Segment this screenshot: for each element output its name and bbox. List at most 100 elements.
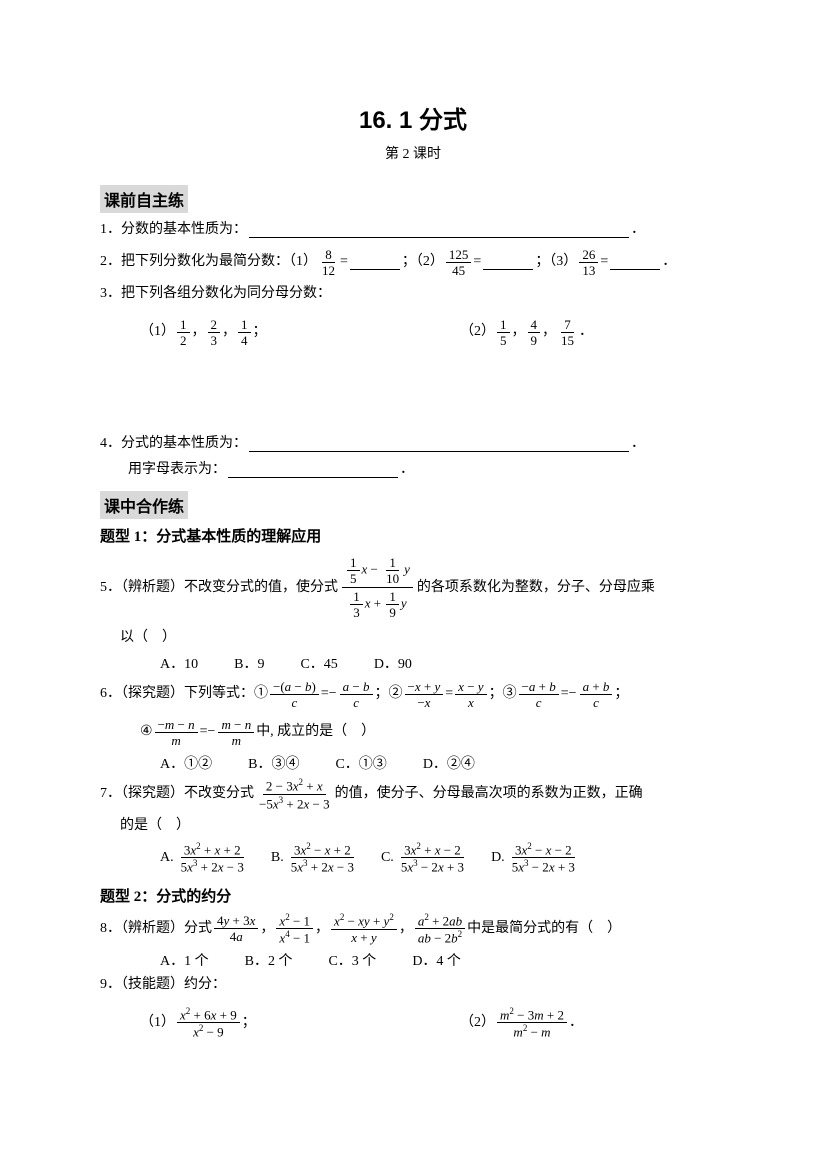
denominator: −5x3 + 2x − 3	[256, 795, 333, 811]
q7: 7．（探究题）不改变分式 2 − 3x2 + x −5x3 + 2x − 3 的…	[100, 777, 726, 811]
var-y: y	[401, 595, 407, 610]
q2-text-a: 2．把下列分数化为最简分数：（1）	[100, 245, 317, 279]
label: B.	[271, 850, 284, 866]
denominator: x + y	[348, 930, 379, 945]
option-b[interactable]: B．③④	[248, 753, 299, 773]
q3-text: 3．把下列各组分数化为同分母分数：	[100, 283, 331, 305]
numerator: −m − n	[155, 717, 198, 733]
punct: ；	[242, 1006, 256, 1040]
q9-part1: （1） x2 + 6x + 9x2 − 9 ；	[140, 1006, 460, 1040]
denominator: x4 − 1	[276, 929, 313, 945]
fraction: 125 45	[446, 247, 472, 278]
q5: 5．（辨析题）不改变分式的值，使分式 15x − 110y 13x + 19y …	[100, 552, 726, 623]
option-b[interactable]: B．9	[234, 653, 264, 673]
denominator: m2 − m	[510, 1023, 553, 1039]
option-a[interactable]: A．①②	[160, 753, 212, 773]
numerator: 4	[528, 317, 541, 333]
denominator: c	[350, 695, 362, 710]
blank[interactable]	[610, 255, 660, 270]
fraction: 13	[350, 589, 363, 620]
doc-subtitle: 第 2 课时	[100, 143, 726, 163]
denominator: c	[289, 695, 301, 710]
q1-text: 1．分数的基本性质为：	[100, 219, 247, 241]
option-d[interactable]: D．②④	[423, 753, 475, 773]
fraction: 14	[238, 317, 251, 348]
q7-tail: 的是（ ）	[100, 815, 726, 837]
option-b[interactable]: B．2 个	[245, 950, 293, 970]
eq: =	[321, 677, 329, 711]
neg: −	[208, 715, 216, 749]
q6-text-e: ④	[140, 715, 153, 749]
blank[interactable]	[249, 437, 629, 452]
comma: ，	[260, 912, 274, 946]
numerator: 15x − 110y	[342, 554, 413, 588]
option-b[interactable]: B. 3x2 − x + 25x3 + 2x − 3	[271, 841, 359, 875]
option-a[interactable]: A．10	[160, 653, 198, 673]
option-a[interactable]: A．1 个	[160, 950, 209, 970]
fraction: x − yx	[455, 679, 486, 710]
numerator: 7	[561, 317, 574, 333]
option-c[interactable]: C．45	[300, 653, 337, 673]
fraction: 4y + 3x4a	[214, 913, 258, 944]
blank[interactable]	[350, 255, 400, 270]
option-d[interactable]: D．4 个	[412, 950, 461, 970]
fraction: −(a − b)c	[270, 679, 319, 710]
neg: −	[329, 677, 337, 711]
option-c[interactable]: C．①③	[335, 753, 386, 773]
option-a[interactable]: A. 3x2 + x + 25x3 + 2x − 3	[160, 841, 249, 875]
q5-text-c: 以（ ）	[120, 627, 176, 649]
numerator: 1	[347, 555, 360, 571]
numerator: −(a − b)	[270, 679, 319, 695]
fraction: 3x2 + x − 25x3 − 2x + 3	[398, 841, 467, 875]
option-d[interactable]: D. 3x2 − x − 25x3 − 2x + 3	[491, 841, 580, 875]
blank[interactable]	[483, 255, 533, 270]
label: C.	[381, 850, 394, 866]
txt: ；（3）	[535, 245, 577, 279]
q6-text-f: 中, 成立的是（ ）	[256, 715, 375, 749]
eq: =	[200, 715, 208, 749]
denominator: x2 − 9	[190, 1023, 227, 1039]
denominator: 12	[319, 263, 338, 278]
fraction: a − bc	[340, 679, 373, 710]
numerator: m2 − 3m + 2	[497, 1006, 567, 1023]
label: A.	[160, 850, 174, 866]
fraction: x2 − xy + y2x + y	[331, 912, 397, 944]
label: （1）	[140, 1006, 175, 1040]
option-c[interactable]: C. 3x2 + x − 25x3 − 2x + 3	[381, 841, 469, 875]
q6-text-b: ；②	[375, 677, 403, 711]
fraction: m2 − 3m + 2m2 − m	[497, 1006, 567, 1040]
blank[interactable]	[228, 463, 398, 478]
option-c[interactable]: C．3 个	[328, 950, 376, 970]
topic-2: 题型 2：分式的约分	[100, 885, 726, 906]
numerator: a + b	[580, 679, 613, 695]
fraction: −a + bc	[519, 679, 559, 710]
blank[interactable]	[249, 223, 629, 238]
numerator: −x + y	[405, 679, 444, 695]
denominator: m	[168, 733, 183, 748]
q3-part1: （1） 12 ， 23 ， 14 ；	[140, 315, 460, 349]
denominator: 13x + 19y	[345, 588, 409, 621]
label: （2）	[460, 315, 495, 349]
fraction: 110	[383, 555, 402, 586]
q3-parts: （1） 12 ， 23 ， 14 ； （2） 15 ， 49 ， 715 ．	[100, 311, 726, 353]
denominator: 4	[238, 333, 251, 348]
section-1-header: 课前自主练	[100, 185, 188, 213]
neg: −	[569, 677, 577, 711]
q9-text: 9．（技能题）约分：	[100, 974, 226, 996]
fraction: −x + y−x	[405, 679, 444, 710]
fraction: 49	[528, 317, 541, 348]
option-d[interactable]: D．90	[374, 653, 412, 673]
numerator: −a + b	[519, 679, 559, 695]
q5-text-b: 的各项系数化为整数，分子、分母应乘	[417, 577, 655, 599]
q8-options: A．1 个 B．2 个 C．3 个 D．4 个	[100, 950, 726, 970]
denominator: 10	[383, 571, 402, 586]
numerator: 3x2 − x + 2	[291, 841, 354, 858]
fraction: x2 + 6x + 9x2 − 9	[177, 1006, 240, 1040]
numerator: 1	[350, 589, 363, 605]
punct: ．	[579, 315, 593, 349]
q8-text-a: 8．（辨析题）分式	[100, 912, 212, 946]
fraction: 12	[177, 317, 190, 348]
numerator: 1	[386, 555, 399, 571]
numerator: x2 − 1	[276, 912, 313, 929]
denominator: 5x3 + 2x − 3	[178, 858, 247, 874]
